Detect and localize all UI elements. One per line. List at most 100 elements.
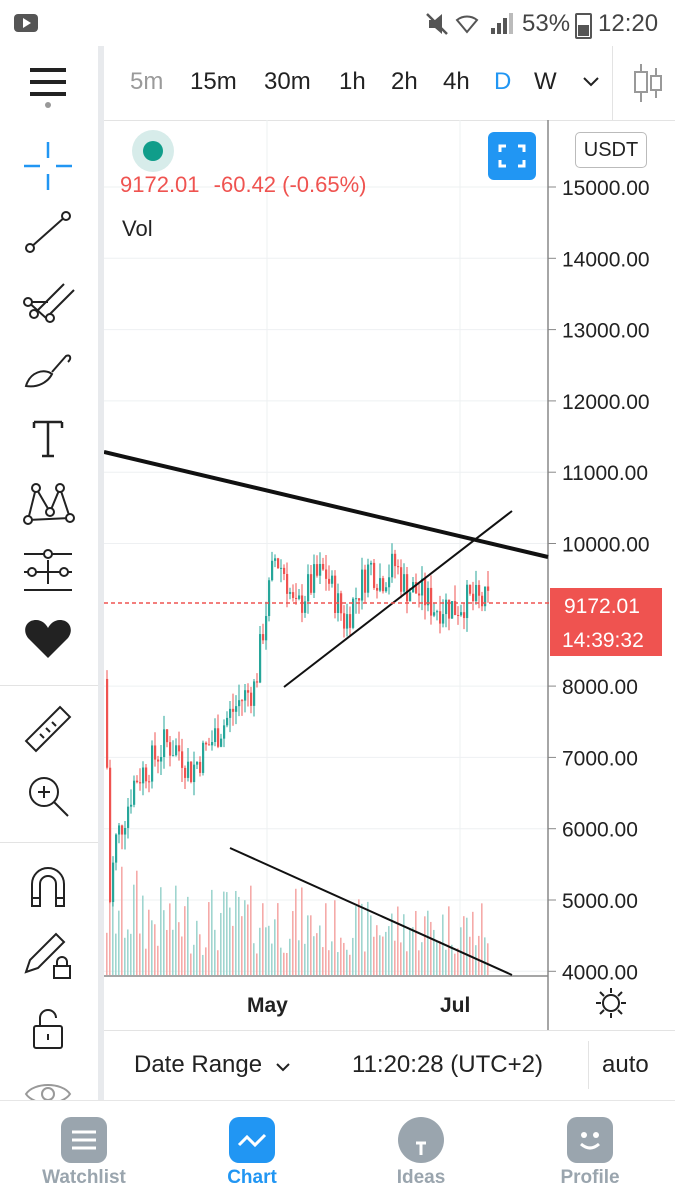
crosshair-icon[interactable] [20, 138, 76, 194]
candle [484, 586, 487, 607]
zoom-in-icon[interactable] [20, 768, 76, 824]
candle [151, 745, 154, 782]
candle [259, 634, 262, 683]
volume-bar [262, 903, 264, 975]
volume-bar [403, 914, 405, 975]
price-change: -60.42 (-0.65%) [213, 172, 367, 197]
date-range-button[interactable]: Date Range [134, 1051, 291, 1079]
volume-bar [391, 913, 393, 975]
timeframe-5m[interactable]: 5m [130, 68, 164, 95]
settings-gear-icon[interactable] [594, 986, 628, 1020]
volume-bar [187, 896, 189, 975]
volume-bar [412, 927, 414, 975]
timeframe-30m[interactable]: 30m [264, 68, 311, 95]
price-label: 9172.01 [564, 595, 640, 618]
candle [340, 593, 343, 614]
candle-type-icon[interactable] [632, 62, 664, 104]
candle [229, 708, 232, 718]
volume-bar [175, 885, 177, 975]
profile-icon [567, 1117, 613, 1163]
volume-bar [481, 903, 483, 975]
candle [361, 569, 364, 601]
lock-drawing-icon[interactable] [20, 928, 76, 984]
volume-bar [316, 933, 318, 975]
auto-scale-button[interactable]: auto [602, 1051, 649, 1078]
nav-watchlist[interactable]: Watchlist [0, 1101, 168, 1201]
text-icon[interactable] [20, 410, 76, 466]
candle [244, 690, 247, 701]
chart-bottom-bar: Date Range 11:20:28 (UTC+2) auto [104, 1030, 675, 1101]
chevron-down-icon[interactable] [582, 76, 600, 88]
volume-bar [376, 925, 378, 975]
pattern-icon[interactable] [20, 476, 76, 532]
nav-label: Chart [227, 1167, 277, 1188]
candle [157, 759, 160, 762]
volume-bar [205, 947, 207, 975]
candle [400, 567, 403, 592]
candle [295, 597, 298, 599]
candle [154, 745, 157, 760]
volume-bar [451, 944, 453, 975]
candle [121, 825, 124, 835]
volume-bar [220, 912, 222, 975]
pitchfork-icon[interactable] [20, 274, 76, 330]
volume-bar [415, 910, 417, 975]
timeframe-d[interactable]: D [494, 68, 512, 95]
brush-icon[interactable] [20, 342, 76, 398]
volume-bar [325, 903, 327, 975]
timezone-clock[interactable]: 11:20:28 (UTC+2) [352, 1051, 543, 1078]
timeframe-4h[interactable]: 4h [443, 68, 470, 95]
timeframe-2h[interactable]: 2h [391, 68, 418, 95]
volume-bar [301, 887, 303, 975]
favorites-heart-icon[interactable] [20, 610, 76, 666]
tools-divider [0, 685, 98, 686]
volume-bar [169, 903, 171, 975]
trend-line-icon[interactable] [20, 204, 76, 260]
magnet-icon[interactable] [20, 860, 76, 916]
candle [466, 584, 469, 619]
lock-icon[interactable] [20, 1000, 76, 1056]
volume-bar [232, 925, 234, 975]
price-chart[interactable]: 15000.00 14000.00 13000.00 12000.00 11000.00… [103, 120, 675, 1030]
chart-area[interactable]: 15000.00 14000.00 13000.00 12000.00 11000.00… [103, 120, 675, 1030]
candle [196, 761, 199, 765]
candle [469, 584, 472, 594]
nav-ideas[interactable]: Ideas [337, 1101, 505, 1201]
candle [487, 586, 490, 591]
volume-bar [271, 943, 273, 975]
volume-bar [118, 910, 120, 975]
volume-bar [256, 953, 258, 975]
currency-selector[interactable]: USDT [575, 132, 647, 168]
timeframe-15m[interactable]: 15m [190, 68, 237, 95]
ruler-icon[interactable] [20, 700, 76, 756]
youtube-notification-icon [14, 14, 38, 32]
y-tick-label: 15000.00 [562, 177, 650, 200]
nav-chart[interactable]: Chart [168, 1101, 336, 1201]
candle [418, 593, 421, 596]
timeframe-1h[interactable]: 1h [339, 68, 366, 95]
volume-bar [406, 951, 408, 975]
status-bar: 53% 12:20 [0, 0, 675, 46]
volume-bar [145, 948, 147, 975]
market-status-icon[interactable] [132, 130, 174, 172]
volume-bar [217, 950, 219, 975]
volume-bar [121, 866, 123, 975]
volume-bar [277, 903, 279, 975]
menu-icon[interactable] [30, 68, 66, 108]
status-icons [426, 13, 513, 35]
candle [427, 587, 430, 606]
fullscreen-icon[interactable] [488, 132, 536, 180]
candle [283, 567, 286, 574]
volume-bar [367, 901, 369, 975]
eye-icon[interactable] [20, 1066, 76, 1100]
nav-profile[interactable]: Profile [506, 1101, 674, 1201]
panel-border [98, 46, 104, 1100]
candle [118, 825, 121, 835]
drawing-tools-panel [0, 120, 98, 1100]
candle [301, 595, 304, 613]
volume-bar [349, 954, 351, 975]
volume-bar [184, 906, 186, 975]
prediction-icon[interactable] [20, 544, 76, 600]
candle [271, 560, 274, 581]
timeframe-w[interactable]: W [534, 68, 557, 95]
